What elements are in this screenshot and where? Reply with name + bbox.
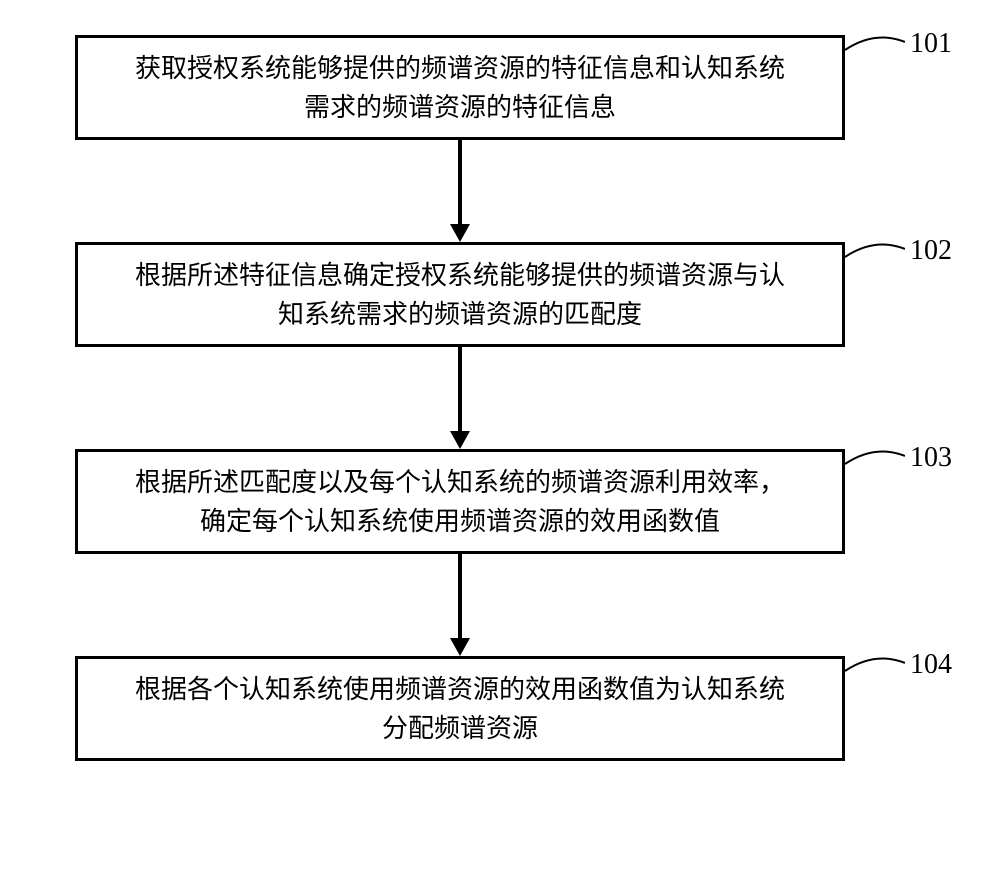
flow-step-3-text: 根据所述匹配度以及每个认知系统的频谱资源利用效率， 确定每个认知系统使用频谱资源… xyxy=(135,463,785,541)
label-connector-4 xyxy=(845,651,905,681)
flow-step-4: 根据各个认知系统使用频谱资源的效用函数值为认知系统 分配频谱资源 xyxy=(75,656,845,761)
arrow-3-4-line xyxy=(458,554,462,638)
arrow-1-2-head xyxy=(450,224,470,242)
label-connector-2 xyxy=(845,237,905,267)
flow-step-2: 根据所述特征信息确定授权系统能够提供的频谱资源与认 知系统需求的频谱资源的匹配度 xyxy=(75,242,845,347)
flow-step-4-text: 根据各个认知系统使用频谱资源的效用函数值为认知系统 分配频谱资源 xyxy=(135,670,785,748)
flow-step-2-text: 根据所述特征信息确定授权系统能够提供的频谱资源与认 知系统需求的频谱资源的匹配度 xyxy=(135,256,785,334)
flow-step-1-text: 获取授权系统能够提供的频谱资源的特征信息和认知系统 需求的频谱资源的特征信息 xyxy=(135,49,785,127)
step-label-4: 104 xyxy=(910,649,952,681)
arrow-2-3-head xyxy=(450,431,470,449)
arrow-2-3-line xyxy=(458,347,462,431)
flow-step-3: 根据所述匹配度以及每个认知系统的频谱资源利用效率， 确定每个认知系统使用频谱资源… xyxy=(75,449,845,554)
label-connector-3 xyxy=(845,444,905,474)
step-label-1: 101 xyxy=(910,28,952,60)
label-connector-1 xyxy=(845,30,905,60)
flow-step-1: 获取授权系统能够提供的频谱资源的特征信息和认知系统 需求的频谱资源的特征信息 xyxy=(75,35,845,140)
arrow-3-4-head xyxy=(450,638,470,656)
step-label-2: 102 xyxy=(910,235,952,267)
step-label-3: 103 xyxy=(910,442,952,474)
arrow-1-2-line xyxy=(458,140,462,224)
flowchart-container: 获取授权系统能够提供的频谱资源的特征信息和认知系统 需求的频谱资源的特征信息 1… xyxy=(0,0,1000,871)
